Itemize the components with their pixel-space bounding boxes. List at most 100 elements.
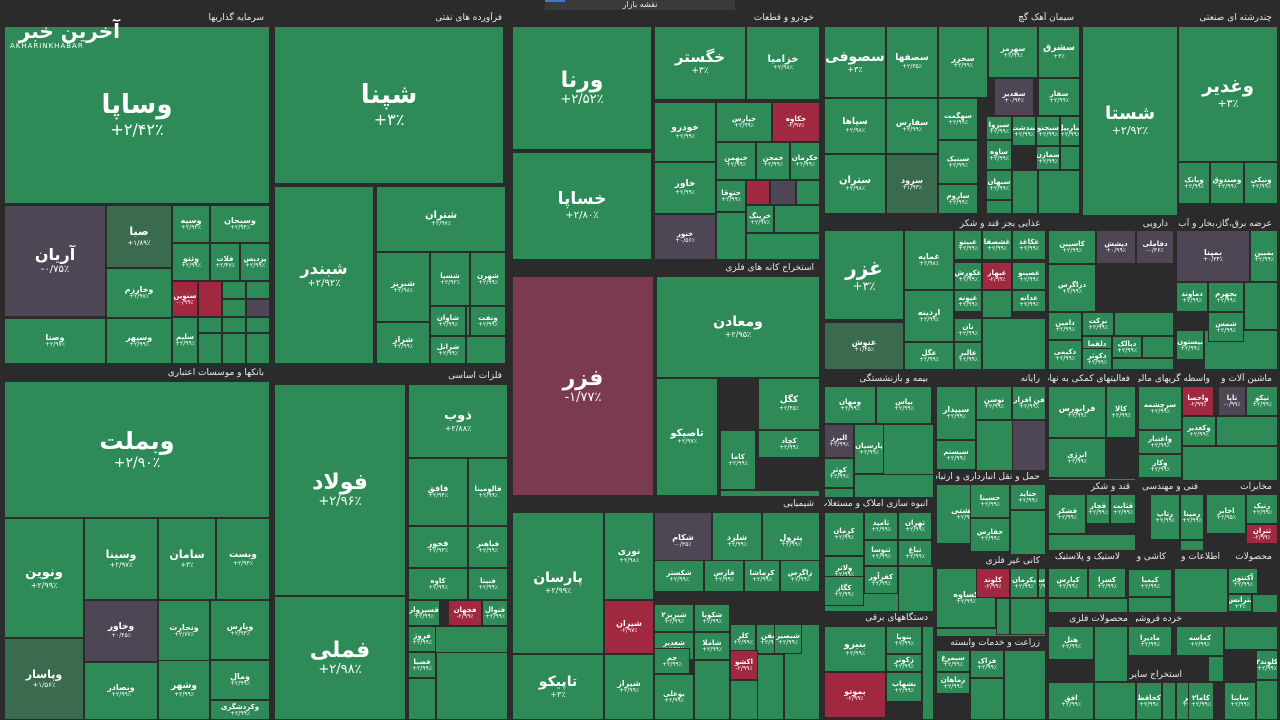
ticker-tile[interactable]: فزر -۱/۷۷٪: [512, 276, 654, 496]
ticker-tile[interactable]: خکاوه -۲/۹۷٪: [772, 102, 820, 142]
ticker-tile[interactable]: کماسه +۲/۹۹٪: [1176, 626, 1224, 656]
ticker-tile[interactable]: ونفت +۲/۹۹٪: [470, 306, 506, 336]
ticker-tile[interactable]: ومال +۲/۹۹٪: [210, 660, 270, 700]
ticker-tile[interactable]: فارس +۲/۹۹٪: [704, 560, 744, 592]
minor-ticker-tile[interactable]: [466, 336, 506, 364]
ticker-tile[interactable]: شبریز۲ +۲/۹۹٪: [654, 604, 694, 632]
ticker-tile[interactable]: سنوین -۰/۹۹٪: [172, 281, 198, 317]
minor-ticker-tile[interactable]: [970, 678, 1004, 720]
minor-ticker-tile[interactable]: [1114, 312, 1174, 336]
ticker-tile[interactable]: کگل +۲/۴۵٪: [758, 378, 820, 430]
ticker-tile[interactable]: توسن +۲/۹۹٪: [976, 386, 1012, 420]
ticker-tile[interactable]: کلوند -۲/۹۹٪: [976, 568, 1010, 598]
ticker-tile[interactable]: وصنا +۲/۹۷٪: [4, 318, 106, 364]
ticker-tile[interactable]: برکت +۲/۹۹٪: [1082, 312, 1114, 336]
ticker-tile[interactable]: فرابورس +۲/۹۹٪: [1048, 386, 1106, 438]
minor-ticker-tile[interactable]: [1174, 568, 1228, 613]
minor-ticker-tile[interactable]: [408, 678, 436, 720]
minor-ticker-tile[interactable]: [1162, 682, 1176, 720]
minor-ticker-tile[interactable]: [1012, 170, 1038, 214]
ticker-tile[interactable]: وبملت +۲/۹۰٪: [4, 381, 270, 518]
ticker-tile[interactable]: کاما +۲/۹۹٪: [720, 430, 756, 490]
ticker-tile[interactable]: خودرو +۲/۹۹٪: [654, 102, 716, 162]
ticker-tile[interactable]: فن افزار +۲/۹۹٪: [1012, 386, 1046, 420]
minor-ticker-tile[interactable]: [756, 654, 784, 720]
ticker-tile[interactable]: خرینگ +۲/۹۷٪: [746, 205, 774, 233]
minor-ticker-tile[interactable]: [1216, 416, 1278, 446]
ticker-tile[interactable]: سفارس +۲/۹۹٪: [886, 98, 938, 154]
ticker-tile[interactable]: غگل +۲/۹۹٪: [904, 342, 954, 370]
ticker-tile[interactable]: شتران +۲/۹۷٪: [376, 186, 506, 252]
ticker-tile[interactable]: کاسپین +۲/۹۹٪: [1048, 230, 1096, 264]
ticker-tile[interactable]: فافق +۲/۹۴٪: [408, 458, 468, 526]
ticker-tile[interactable]: بترانس +۳٪: [1228, 594, 1252, 612]
ticker-tile[interactable]: بمپنا +۰/۳۴٪: [1176, 230, 1250, 282]
ticker-tile[interactable]: نان +۲/۹۹٪: [954, 318, 982, 342]
ticker-tile[interactable]: پارسان +۲/۹۹٪: [512, 512, 604, 654]
ticker-tile[interactable]: دپشش +۰/۹۹٪: [1096, 230, 1136, 264]
ticker-tile[interactable]: سهگمت +۲/۹۹٪: [938, 98, 978, 140]
ticker-tile[interactable]: وخارزم +۲/۹۷٪: [106, 268, 172, 318]
minor-ticker-tile[interactable]: [198, 317, 222, 333]
ticker-tile[interactable]: فلات +۲/۴۷٪: [210, 243, 240, 281]
ticker-tile[interactable]: رنیک +۲/۹۹٪: [1246, 494, 1278, 524]
ticker-tile[interactable]: ذوب +۲/۸۸٪: [408, 384, 508, 458]
ticker-tile[interactable]: کرمان +۲/۹۹٪: [824, 512, 864, 556]
ticker-tile[interactable]: ورنا +۲/۵۲٪: [512, 26, 652, 150]
ticker-tile[interactable]: غبهار -۲/۹۹٪: [982, 262, 1012, 290]
ticker-tile[interactable]: شبریز +۲/۹۸٪: [376, 252, 430, 322]
ticker-tile[interactable]: اکشو -۲/۹۹٪: [730, 650, 758, 680]
ticker-tile[interactable]: سمازن +۲/۹۹٪: [1036, 146, 1060, 170]
ticker-tile[interactable]: تیکو +۲/۹۹٪: [1246, 386, 1278, 416]
ticker-tile[interactable]: وسبحان +۲/۹۴٪: [210, 205, 270, 243]
ticker-tile[interactable]: سشرق +۳٪: [1038, 26, 1080, 78]
ticker-tile[interactable]: خساپا +۲/۸۰٪: [512, 152, 652, 260]
ticker-tile[interactable]: ختوقا +۲/۹۹٪: [716, 180, 746, 212]
ticker-tile[interactable]: بپاس +۲/۹۹٪: [876, 386, 932, 424]
ticker-tile[interactable]: حتاید +۲/۹۹٪: [1010, 484, 1046, 510]
ticker-tile[interactable]: وپارس +۲/۹۴٪: [210, 600, 270, 660]
ticker-tile[interactable]: ثهران +۲/۹۹٪: [898, 512, 932, 540]
ticker-tile[interactable]: فنیتا +۲/۹۹٪: [468, 568, 508, 600]
minor-ticker-tile[interactable]: [1224, 626, 1278, 650]
ticker-tile[interactable]: فنوال +۲/۹۹٪: [482, 600, 508, 626]
ticker-tile[interactable]: خاور +۲/۹۹٪: [654, 162, 716, 214]
minor-ticker-tile[interactable]: [222, 299, 246, 317]
minor-ticker-tile[interactable]: [1004, 650, 1046, 720]
minor-ticker-tile[interactable]: [246, 333, 270, 364]
ticker-tile[interactable]: خمحن +۲/۹۹٪: [756, 142, 790, 180]
ticker-tile[interactable]: سپیدار +۲/۹۹٪: [936, 386, 976, 440]
minor-ticker-tile[interactable]: [898, 566, 934, 612]
ticker-tile[interactable]: ثنوسا +۲/۹۹٪: [864, 540, 898, 566]
ticker-tile[interactable]: کپارس +۲/۹۹٪: [1048, 568, 1088, 598]
ticker-tile[interactable]: وبصادر +۲/۹۹٪: [84, 662, 158, 720]
ticker-tile[interactable]: ثامید +۲/۹۹٪: [864, 512, 898, 540]
ticker-tile[interactable]: سیمرغ +۲/۹۹٪: [936, 650, 970, 672]
ticker-tile[interactable]: ساینا +۲/۹۹٪: [1224, 682, 1256, 720]
ticker-tile[interactable]: پلاسک+۲/۹۹٪: [1038, 568, 1046, 598]
ticker-tile[interactable]: ومعادن +۲/۹۵٪: [656, 276, 820, 378]
ticker-tile[interactable]: زکوثر +۲/۹۹٪: [886, 654, 922, 672]
ticker-tile[interactable]: سامان +۳٪: [158, 518, 216, 600]
minor-ticker-tile[interactable]: [1094, 626, 1128, 682]
ticker-tile[interactable]: کحافظ +۲/۹۹٪: [1136, 682, 1162, 720]
ticker-tile[interactable]: شسپا +۲/۹۲٪: [430, 252, 470, 306]
minor-ticker-tile[interactable]: [1142, 336, 1174, 358]
ticker-tile[interactable]: بشهاب +۲/۹۹٪: [886, 672, 922, 702]
ticker-tile[interactable]: دفاملی -۰/۳۶٪: [1136, 230, 1174, 264]
ticker-tile[interactable]: غپونه +۲/۹۹٪: [954, 290, 982, 312]
ticker-tile[interactable]: زاگرس +۲/۹۹٪: [780, 560, 820, 592]
ticker-tile[interactable]: وسپهر +۲/۹۹٪: [106, 318, 172, 364]
ticker-tile[interactable]: فزاک +۲/۹۹٪: [970, 650, 1004, 678]
minor-ticker-tile[interactable]: [1182, 446, 1278, 481]
ticker-tile[interactable]: وکغدیر +۲/۹۹٪: [1182, 416, 1216, 446]
minor-ticker-tile[interactable]: [996, 598, 1010, 635]
ticker-tile[interactable]: جم +۲/۹۹٪: [654, 648, 690, 674]
ticker-tile[interactable]: بنوبا +۲/۹۹٪: [886, 626, 922, 654]
minor-ticker-tile[interactable]: [656, 496, 820, 498]
minor-ticker-tile[interactable]: [1244, 282, 1278, 330]
ticker-tile[interactable]: پردیس +۲/۹۹٪: [240, 243, 270, 281]
ticker-tile[interactable]: خبهمن +۲/۹۹٪: [716, 142, 756, 180]
ticker-tile[interactable]: شبصیر +۲/۹۹٪: [774, 624, 802, 654]
minor-ticker-tile[interactable]: [796, 180, 820, 205]
